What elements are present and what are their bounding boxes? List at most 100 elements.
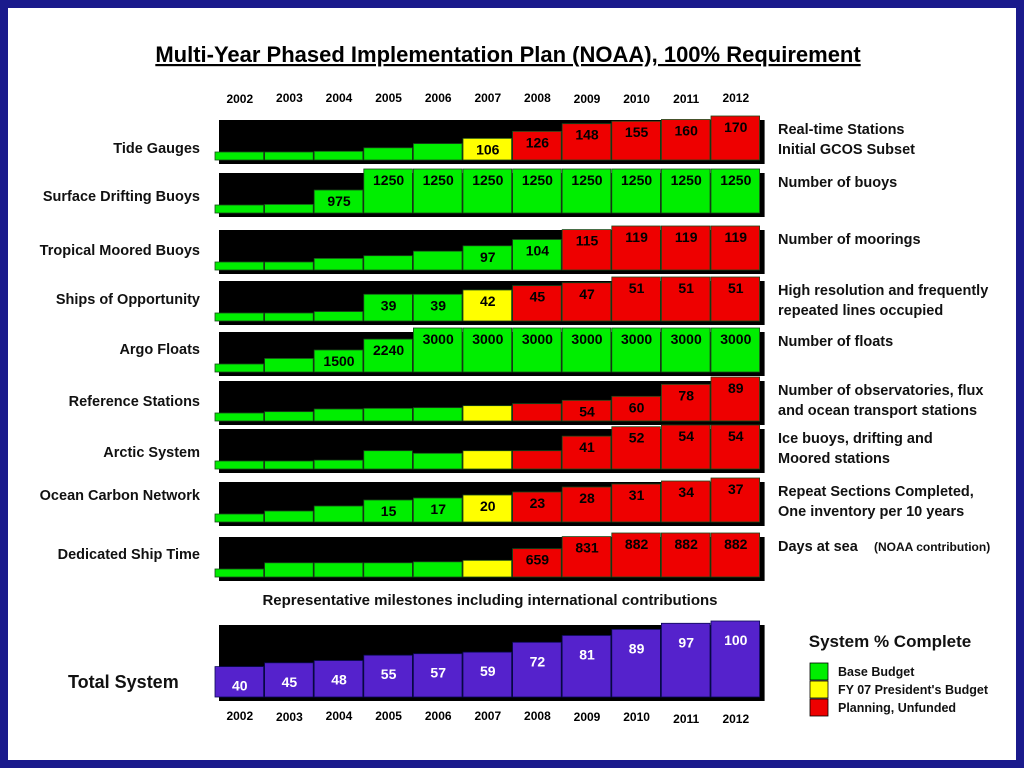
bar xyxy=(214,204,264,214)
bar-value-label: 67 xyxy=(232,135,248,151)
bar-value-label: 52 xyxy=(629,430,645,446)
bar-value-label: 1250 xyxy=(423,172,454,188)
total-label: Total System xyxy=(68,672,179,692)
total-bar xyxy=(710,620,760,698)
total-value-label: 81 xyxy=(579,646,595,662)
bar xyxy=(214,412,264,422)
bar xyxy=(462,327,512,373)
bar xyxy=(412,327,463,373)
bar xyxy=(661,276,711,322)
year-label-top: 2007 xyxy=(474,91,501,105)
bar-value-label: 119 xyxy=(725,229,748,245)
year-label-bottom: 2007 xyxy=(474,709,501,723)
bar-value-label: 54 xyxy=(579,403,595,419)
bar-value-label: 34 xyxy=(678,484,694,500)
bar xyxy=(710,168,760,214)
bar xyxy=(412,293,463,322)
row-note: Days at sea xyxy=(778,539,859,555)
bar xyxy=(512,285,562,322)
row-note: repeated lines occupied xyxy=(778,303,943,319)
year-label-bottom: 2005 xyxy=(375,709,402,723)
bar-value-label: 975 xyxy=(327,193,351,209)
bar xyxy=(611,168,661,214)
bar xyxy=(561,486,612,523)
bar-value-label: 46 xyxy=(480,389,496,405)
bar xyxy=(462,137,512,161)
bar-value-label: 37 xyxy=(282,395,298,411)
bar-value-label: 1250 xyxy=(671,172,702,188)
bar xyxy=(611,426,661,470)
bar-value-label: 458 xyxy=(278,546,302,562)
total-bar xyxy=(462,651,512,698)
bar xyxy=(462,289,512,322)
bar xyxy=(462,245,512,271)
bar xyxy=(661,225,711,271)
bar xyxy=(710,424,760,470)
legend-swatch xyxy=(809,680,829,699)
bar xyxy=(363,499,413,523)
legend-swatch xyxy=(809,698,829,717)
total-bar xyxy=(214,666,264,698)
bar xyxy=(611,120,661,161)
bar-value-label: 67 xyxy=(282,135,298,151)
bar xyxy=(412,250,463,271)
bar xyxy=(363,293,413,322)
bar-value-label: 119 xyxy=(625,229,648,245)
bar-value-label: 49 xyxy=(530,387,546,403)
bar xyxy=(611,532,661,578)
legend-title: System % Complete xyxy=(809,632,972,651)
bar-value-label: 544 xyxy=(228,347,252,363)
bar-value-label: 41 xyxy=(579,439,595,455)
milestone-caption: Representative milestones including inte… xyxy=(262,592,717,609)
bar-value-label: 79 xyxy=(381,131,397,147)
bar-value-label: 35 xyxy=(232,396,248,412)
bar-value-label: 126 xyxy=(526,134,550,150)
row-label: Tide Gauges xyxy=(113,141,200,157)
bar xyxy=(462,494,512,523)
bar xyxy=(661,327,711,373)
row-note: Repeat Sections Completed, xyxy=(778,484,974,500)
bar xyxy=(412,407,463,422)
row-note: Real-time Stations xyxy=(778,122,905,138)
bar-value-label: 12 xyxy=(282,444,298,460)
bar-value-label: 882 xyxy=(724,536,748,552)
total-value-label: 72 xyxy=(530,653,546,669)
bar xyxy=(363,450,413,470)
bar xyxy=(710,376,760,422)
year-label-bottom: 2011 xyxy=(673,712,699,726)
row-note: Number of buoys xyxy=(778,175,897,191)
bar-value-label: 3000 xyxy=(671,331,702,347)
bar xyxy=(313,408,364,422)
bar xyxy=(512,168,562,214)
legend-label: Base Budget xyxy=(838,665,915,679)
year-label-top: 2011 xyxy=(673,92,699,106)
bar xyxy=(512,239,562,271)
bar xyxy=(363,255,413,271)
bar xyxy=(363,338,413,373)
total-value-label: 55 xyxy=(381,666,397,682)
bar xyxy=(363,147,413,161)
year-label-top: 2005 xyxy=(375,91,402,105)
year-label-bottom: 2012 xyxy=(722,712,749,726)
bar-value-label: 3000 xyxy=(522,331,553,347)
bar-value-label: 779 xyxy=(228,188,252,204)
total-bar xyxy=(512,641,562,698)
bar-value-label: 493 xyxy=(476,543,500,559)
bar xyxy=(661,424,711,470)
bar-value-label: 17 xyxy=(430,501,446,517)
bar-value-label: 3000 xyxy=(720,331,751,347)
bar-value-label: 1250 xyxy=(373,172,404,188)
bar-value-label: 3000 xyxy=(472,331,503,347)
bar-value-label: 2240 xyxy=(373,342,404,358)
bar xyxy=(661,480,711,523)
bar xyxy=(264,411,314,422)
total-value-label: 97 xyxy=(678,634,694,650)
bar xyxy=(363,562,413,578)
bar-value-label: 3000 xyxy=(571,331,602,347)
chart-title: Multi-Year Phased Implementation Plan (N… xyxy=(155,42,861,67)
total-bar xyxy=(264,662,314,698)
row-note: Moored stations xyxy=(778,451,890,467)
bar xyxy=(561,399,612,422)
bar-value-label: 4 xyxy=(286,494,294,510)
bar-value-label: 91 xyxy=(430,234,446,250)
